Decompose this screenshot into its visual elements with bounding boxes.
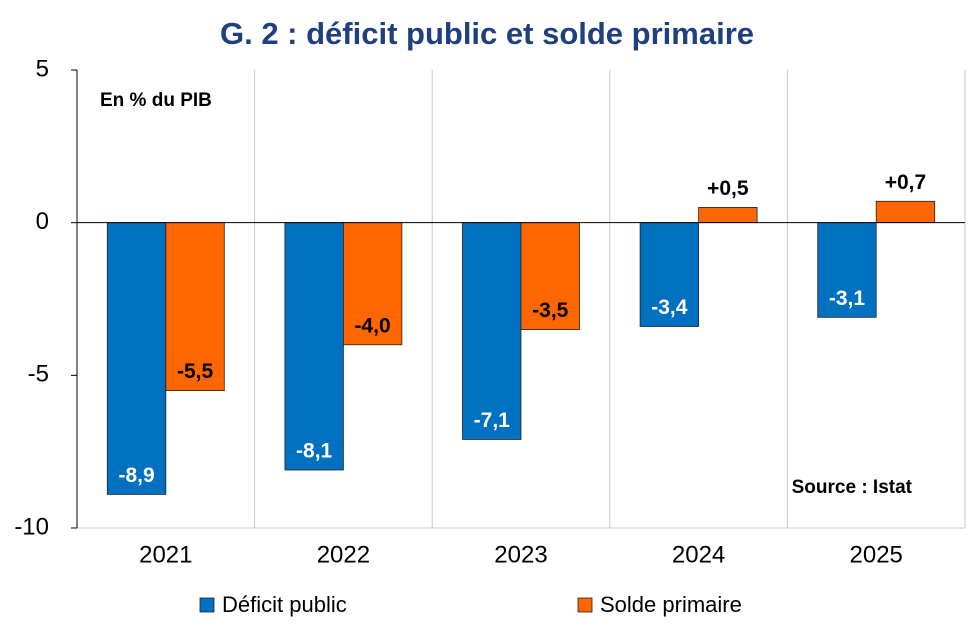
source-note: Source : Istat xyxy=(792,477,913,498)
bar xyxy=(106,222,167,495)
y-tick-label: 0 xyxy=(36,208,49,235)
x-tick-label: 2025 xyxy=(850,541,903,568)
x-tick-label: 2022 xyxy=(317,541,370,568)
y-tick-label: -5 xyxy=(28,361,49,388)
bar xyxy=(817,222,877,318)
bar xyxy=(520,222,580,330)
value-label: -8,1 xyxy=(296,440,333,463)
value-label: -5,5 xyxy=(177,360,214,383)
x-tick-label: 2023 xyxy=(494,541,547,568)
value-label: -7,1 xyxy=(474,409,511,432)
value-label: -3,5 xyxy=(532,299,569,322)
value-label: +0,5 xyxy=(707,177,749,200)
value-label: +0,7 xyxy=(885,171,926,194)
value-label: -3,4 xyxy=(651,296,688,319)
x-tick-label: 2021 xyxy=(139,541,192,568)
y-tick-label: -10 xyxy=(14,513,49,540)
bar xyxy=(698,206,758,224)
value-label: -8,9 xyxy=(118,464,154,487)
y-tick-label: 5 xyxy=(36,55,49,82)
bar xyxy=(462,222,522,440)
bar xyxy=(165,222,225,392)
legend-label: Solde primaire xyxy=(600,592,742,617)
chart-title: G. 2 : déficit public et solde primaire xyxy=(220,16,754,51)
value-label: -4,0 xyxy=(355,314,391,337)
legend-swatch xyxy=(199,597,215,613)
bar xyxy=(342,222,403,346)
value-label: -3,1 xyxy=(829,287,866,310)
legend-swatch xyxy=(577,597,593,613)
bar xyxy=(875,200,936,224)
bar xyxy=(639,222,699,327)
x-tick-label: 2024 xyxy=(672,541,725,568)
legend-label: Déficit public xyxy=(222,592,347,617)
bar xyxy=(284,222,344,471)
unit-note: En % du PIB xyxy=(100,90,212,111)
